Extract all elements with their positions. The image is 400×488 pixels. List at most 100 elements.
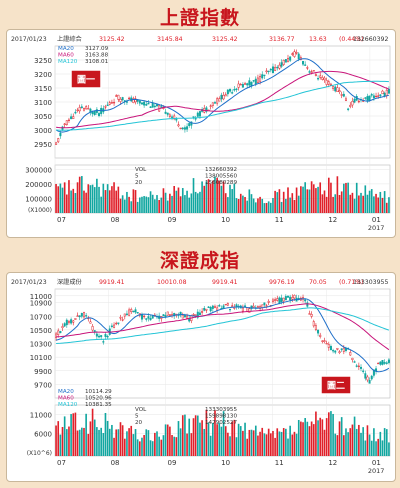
volume-bar	[115, 190, 118, 213]
volume-bar	[136, 201, 139, 213]
candle-body	[166, 311, 169, 316]
volume-bar	[297, 419, 300, 456]
candle-body	[310, 71, 313, 73]
candle-body	[351, 357, 354, 360]
volume-bar	[267, 201, 270, 213]
candle-body	[198, 111, 201, 117]
candle-body	[317, 329, 320, 334]
x-tick-label: 12	[328, 459, 337, 467]
volume-bar	[321, 194, 324, 213]
candle-body	[196, 112, 199, 117]
candle-body	[347, 108, 350, 110]
candle-body	[196, 311, 199, 318]
candle-body	[276, 66, 279, 69]
volume-bar	[81, 176, 83, 213]
volume-bar	[347, 182, 349, 213]
candle-body	[192, 314, 195, 316]
candle-body	[61, 326, 64, 329]
volume-bar	[265, 202, 268, 213]
candle-body	[321, 340, 324, 342]
volume-bar	[383, 191, 386, 213]
candle-body	[256, 77, 259, 83]
candle-body	[216, 98, 219, 104]
candle-body	[85, 315, 88, 317]
volume-bar	[59, 183, 62, 213]
candle-body	[284, 59, 287, 63]
volume-bar	[128, 428, 130, 456]
x-tick-label: 01	[372, 216, 381, 224]
volume-bar	[212, 422, 214, 456]
candle-body	[379, 361, 382, 365]
volume-bar	[126, 431, 128, 456]
candle-body	[128, 97, 131, 100]
candle-body	[323, 340, 326, 342]
volume-bar	[291, 434, 294, 456]
volume-bar	[343, 183, 345, 213]
candle-body	[375, 368, 378, 372]
volume-bar	[108, 190, 111, 213]
candle-body	[239, 84, 242, 86]
ma-legend-value: 10381.35	[85, 402, 112, 408]
x-tick-label: 09	[168, 216, 177, 224]
candle-body	[110, 102, 113, 104]
price-tick-label: 9700	[34, 381, 52, 389]
candle-body	[370, 94, 373, 96]
volume-bar	[171, 435, 173, 456]
volume-bar	[319, 417, 322, 456]
volume-bar	[106, 184, 109, 213]
volume-bar	[194, 191, 197, 213]
volume-bar	[289, 425, 291, 456]
volume-legend-label: 20	[135, 420, 143, 426]
candle-body	[216, 307, 219, 311]
volume-bar	[57, 421, 60, 456]
candle-body	[295, 52, 298, 54]
candle-body	[370, 375, 373, 380]
candle-body	[113, 324, 116, 328]
volume-bar	[293, 200, 296, 213]
volume-bar	[115, 429, 118, 456]
candle-body	[59, 132, 62, 137]
volume-bar	[312, 424, 315, 456]
volume-bar	[300, 421, 302, 456]
volume-bar	[276, 192, 279, 213]
volume-bar	[184, 414, 186, 456]
candle-body	[106, 104, 109, 106]
header-close: 9976.19	[269, 279, 295, 286]
volume-bar	[65, 194, 68, 213]
volume-bar	[93, 187, 96, 213]
volume-bar	[362, 427, 364, 456]
volume-tick-label: 6000	[34, 430, 52, 438]
ma-legend-label: MA20	[58, 46, 74, 52]
candle-body	[136, 311, 139, 314]
volume-bar	[364, 440, 367, 456]
volume-bar	[222, 411, 225, 456]
volume-bar	[55, 183, 57, 213]
volume-bar	[70, 190, 72, 213]
candle-body	[113, 101, 116, 104]
candle-body	[357, 100, 360, 103]
volume-bar	[375, 441, 377, 456]
volume-bar	[385, 202, 388, 213]
candle-body	[162, 314, 165, 317]
volume-bar	[308, 189, 311, 213]
volume-bar	[145, 196, 148, 213]
volume-bar	[166, 424, 169, 456]
volume-bar	[162, 435, 165, 456]
candle-body	[70, 116, 73, 120]
candle-body	[342, 93, 345, 97]
price-tick-label: 10100	[30, 354, 52, 362]
candle-body	[205, 308, 208, 311]
volume-legend-label: VOL	[135, 167, 147, 173]
volume-bar	[362, 195, 364, 213]
volume-bar	[246, 200, 249, 213]
volume-bar	[360, 192, 362, 213]
candle-body	[218, 305, 221, 307]
volume-bar	[184, 195, 186, 213]
volume-bar	[93, 419, 96, 456]
candle-body	[312, 321, 315, 327]
volume-bar	[100, 427, 102, 456]
volume-bar	[278, 431, 281, 456]
volume-bar	[274, 190, 276, 213]
candle-body	[286, 295, 289, 298]
volume-legend-value: 132660392	[205, 167, 237, 173]
